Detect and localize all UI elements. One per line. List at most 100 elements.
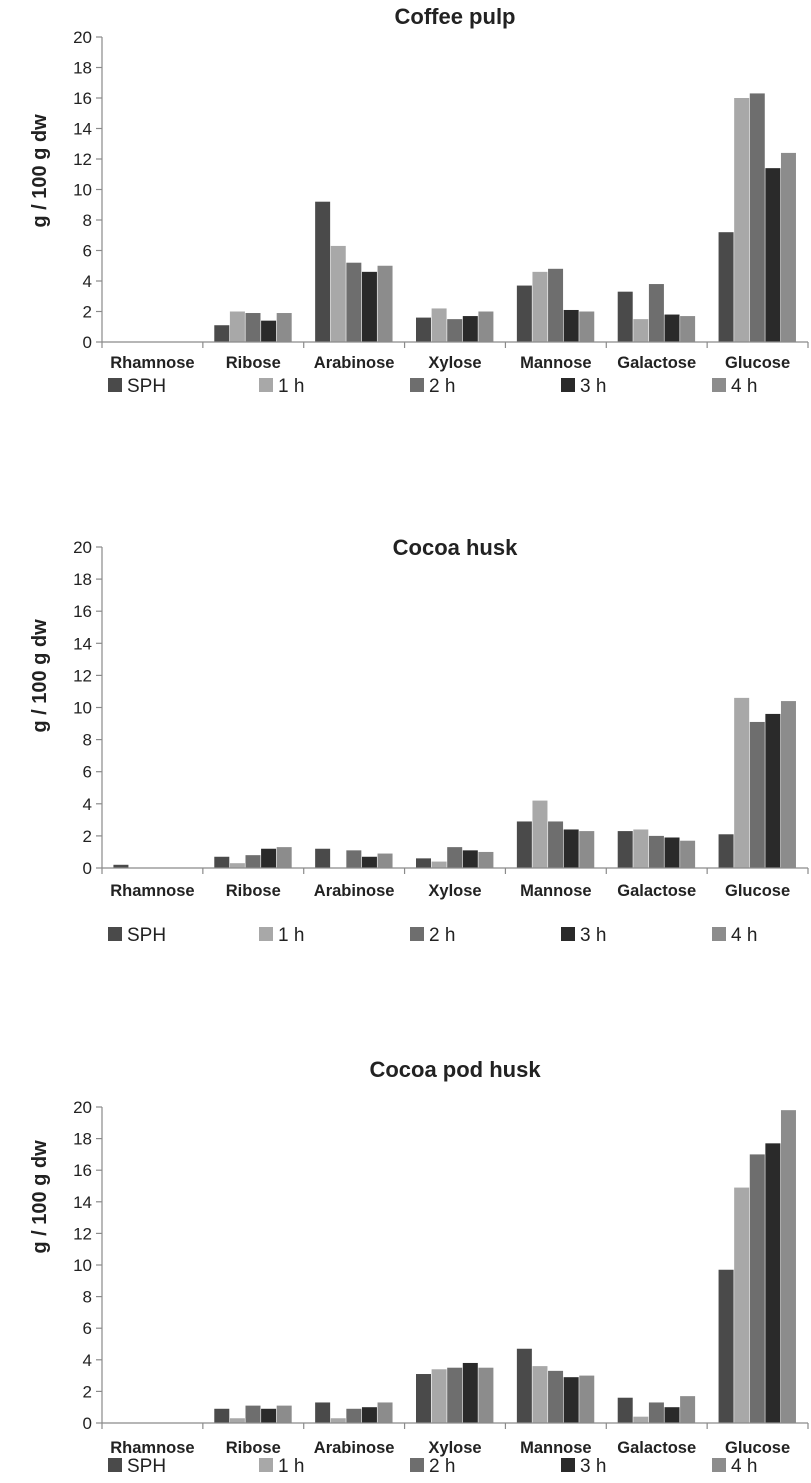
x-tick-label: Glucose [725, 882, 790, 900]
legend-swatch [410, 378, 424, 392]
legend-swatch [410, 1458, 424, 1472]
bar-arabinose-3h [361, 1407, 377, 1423]
chart-cocoa-husk: Cocoa husk g / 100 g dw 0 2 4 6 8 10 12 14 16 18 2… [29, 535, 809, 946]
legend-label: 3 h [580, 1456, 606, 1477]
bar-arabinose-sph [315, 1402, 331, 1423]
bar-ribose-1h [229, 863, 245, 868]
bar-arabinose-4h [377, 853, 393, 868]
legend-label: 4 h [731, 925, 757, 946]
y-tick-label: 0 [83, 1414, 92, 1433]
y-tick-label: 12 [73, 150, 92, 169]
bar-galactose-sph [617, 831, 633, 868]
bar-xylose-2h [447, 1367, 463, 1423]
bar-galactose-4h [680, 840, 696, 868]
bar-ribose-sph [214, 856, 230, 868]
bar-arabinose-4h [377, 1402, 393, 1423]
bar-xylose-1h [431, 1369, 447, 1423]
chart-coffee-pulp: Coffee pulp g / 100 g dw 0 2 4 6 8 10 12 14 16 18… [29, 4, 809, 397]
bar-glucose-4h [780, 152, 796, 342]
legend-label: 4 h [731, 1456, 757, 1477]
bar-glucose-1h [734, 98, 750, 342]
y-tick-label: 0 [83, 333, 92, 352]
y-tick-label: 20 [73, 28, 92, 47]
bar-mannose-sph [516, 1348, 532, 1423]
x-tick-label: Glucose [725, 1439, 790, 1457]
legend-swatch [259, 378, 273, 392]
bar-galactose-3h [664, 314, 680, 342]
y-tick-label: 14 [73, 120, 92, 139]
bar-mannose-1h [532, 800, 548, 868]
bar-xylose-4h [478, 851, 494, 868]
bar-xylose-3h [462, 1362, 478, 1423]
bar-glucose-2h [749, 721, 765, 868]
bar-mannose-1h [532, 1366, 548, 1423]
x-tick-label: Xylose [428, 354, 481, 372]
chart-title: Coffee pulp [395, 4, 516, 29]
bar-mannose-3h [563, 829, 579, 868]
bar-glucose-sph [718, 834, 734, 868]
bar-glucose-2h [749, 1154, 765, 1423]
legend: SPH 1 h 2 h 3 h 4 h [108, 376, 757, 397]
y-tick-label: 20 [73, 538, 92, 557]
bar-ribose-3h [261, 1408, 277, 1423]
bar-glucose-1h [734, 697, 750, 868]
y-axis-label: g / 100 g dw [29, 1140, 51, 1254]
y-tick-label: 4 [83, 1351, 92, 1370]
y-tick-label: 10 [73, 1256, 92, 1275]
bar-galactose-4h [680, 1396, 696, 1423]
bar-mannose-4h [579, 311, 595, 342]
bar-xylose-sph [416, 317, 431, 342]
bar-ribose-4h [276, 1405, 292, 1423]
bar-mannose-sph [516, 821, 532, 868]
bar-galactose-4h [680, 316, 696, 342]
bar-arabinose-1h [330, 245, 346, 342]
bar-arabinose-2h [346, 850, 362, 868]
bar-ribose-1h [229, 1418, 245, 1423]
bar-xylose-3h [462, 316, 478, 342]
bar-xylose-1h [431, 861, 447, 868]
bar-glucose-1h [734, 1187, 750, 1423]
legend-swatch [259, 1458, 273, 1472]
bar-ribose-2h [245, 313, 261, 342]
bar-ribose-4h [276, 313, 292, 342]
bar-ribose-2h [245, 855, 261, 868]
legend-label: SPH [127, 1456, 166, 1477]
y-tick-label: 18 [73, 570, 92, 589]
x-tick-label: Rhamnose [110, 882, 194, 900]
x-tick-label: Ribose [226, 354, 281, 372]
x-tick-label: Rhamnose [110, 1439, 194, 1457]
y-axis-label: g / 100 g dw [29, 114, 51, 228]
y-tick-label: 8 [83, 731, 92, 750]
x-tick-label: Xylose [428, 882, 481, 900]
legend-swatch [712, 378, 726, 392]
bar-xylose-3h [462, 850, 478, 868]
legend-swatch [561, 927, 575, 941]
bar-galactose-3h [664, 1407, 680, 1423]
bar-glucose-3h [765, 168, 781, 342]
legend-label: 4 h [731, 376, 757, 397]
legend-label: 1 h [278, 376, 304, 397]
legend-label: 2 h [429, 376, 455, 397]
bar-galactose-sph [617, 291, 633, 342]
y-tick-label: 8 [83, 1288, 92, 1307]
bar-glucose-2h [749, 93, 765, 342]
y-tick-label: 16 [73, 1161, 92, 1180]
bar-glucose-4h [780, 701, 796, 868]
bar-galactose-1h [633, 1416, 649, 1423]
bar-ribose-sph [214, 325, 230, 342]
legend-swatch [561, 378, 575, 392]
y-tick-label: 18 [73, 59, 92, 78]
bar-arabinose-sph [315, 848, 331, 868]
bar-rhamnose-sph [113, 864, 129, 868]
bar-galactose-1h [633, 829, 649, 868]
x-tick-label: Ribose [226, 1439, 281, 1457]
bar-arabinose-sph [315, 201, 331, 342]
legend-swatch [561, 1458, 575, 1472]
y-axis-label: g / 100 g dw [29, 619, 51, 733]
y-tick-label: 8 [83, 211, 92, 230]
y-tick-label: 18 [73, 1130, 92, 1149]
bar-mannose-3h [563, 1377, 579, 1423]
bar-arabinose-2h [346, 262, 362, 342]
x-tick-label: Mannose [520, 354, 592, 372]
